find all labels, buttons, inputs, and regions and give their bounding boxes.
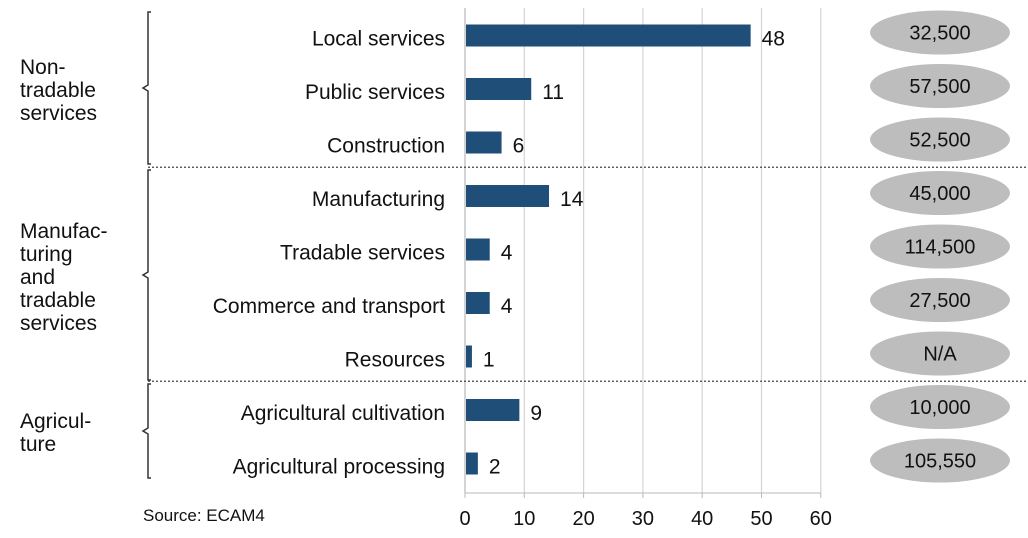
side-value-bubble [870, 438, 1010, 483]
side-value-bubble [870, 385, 1010, 429]
group-label-line: Manufac- [20, 219, 108, 243]
x-tick-label: 10 [513, 508, 535, 530]
data-label: 1 [483, 349, 495, 372]
group-label-line: turing [20, 242, 73, 266]
source-note: Source: ECAM4 [143, 506, 265, 525]
x-tick-label: 30 [632, 508, 654, 530]
side-value-bubble [870, 331, 1010, 376]
side-value-bubble [870, 171, 1010, 215]
data-label: 4 [501, 295, 513, 318]
bar [466, 345, 472, 368]
group-label-line: services [20, 101, 98, 125]
bar [466, 452, 478, 475]
side-value-label: 57,500 [909, 76, 970, 98]
category-label: Agricultural cultivation [241, 402, 445, 425]
side-value-label: 32,500 [909, 23, 970, 45]
bar [466, 131, 502, 154]
category-label: Resources [345, 349, 445, 372]
group-bracket [141, 11, 151, 165]
data-label: 11 [542, 81, 564, 104]
category-label: Commerce and transport [213, 295, 445, 318]
group-label-line: tradable [20, 78, 96, 102]
side-value-bubble [870, 64, 1010, 108]
bar [466, 238, 490, 261]
side-value-bubble [870, 278, 1010, 322]
group-label-line: Non- [20, 55, 66, 79]
x-tick-label: 0 [459, 508, 470, 530]
x-tick-label: 40 [691, 508, 713, 530]
group-bracket [141, 169, 151, 381]
side-value-label: 27,500 [909, 290, 970, 312]
data-label: 6 [513, 135, 525, 158]
category-label: Local services [312, 28, 445, 51]
group-label-non-tradable: Non-tradable services [20, 56, 97, 125]
x-tick-label: 50 [750, 508, 772, 530]
group-label-line: ture [20, 433, 57, 456]
group-label-line: Agricul- [20, 410, 92, 433]
data-label: 2 [489, 456, 501, 479]
category-label: Agricultural processing [233, 456, 445, 479]
side-value-label: 10,000 [909, 397, 970, 419]
bar [466, 399, 520, 421]
x-tick-label: 60 [810, 508, 832, 530]
bar [466, 24, 751, 47]
group-label-line: tradable [20, 288, 96, 312]
category-label: Tradable services [280, 242, 445, 265]
group-label-line: services [20, 311, 98, 335]
side-value-bubble [870, 10, 1010, 55]
group-label-agriculture: Agricul-ture [20, 410, 91, 456]
category-label: Public services [305, 81, 445, 104]
category-label: Manufacturing [312, 188, 445, 211]
data-label: 14 [560, 188, 584, 211]
side-value-label: N/A [923, 344, 957, 366]
side-value-label: 52,500 [909, 130, 970, 152]
category-label: Construction [327, 135, 445, 158]
side-value-bubble [870, 224, 1010, 269]
side-value-label: 105,550 [904, 451, 976, 473]
side-value-label: 45,000 [909, 183, 970, 205]
side-value-bubble [870, 117, 1010, 162]
group-label-manufacturing: Manufac-turing and tradable services [20, 220, 108, 335]
bar [466, 78, 532, 100]
side-value-label: 114,500 [905, 237, 976, 259]
data-label: 9 [530, 402, 542, 425]
bar [466, 185, 550, 207]
group-label-line: and [20, 265, 56, 289]
x-tick-label: 20 [572, 508, 594, 530]
data-label: 48 [762, 28, 785, 51]
data-label: 4 [501, 242, 513, 265]
group-bracket [141, 383, 151, 479]
bar [466, 292, 490, 314]
